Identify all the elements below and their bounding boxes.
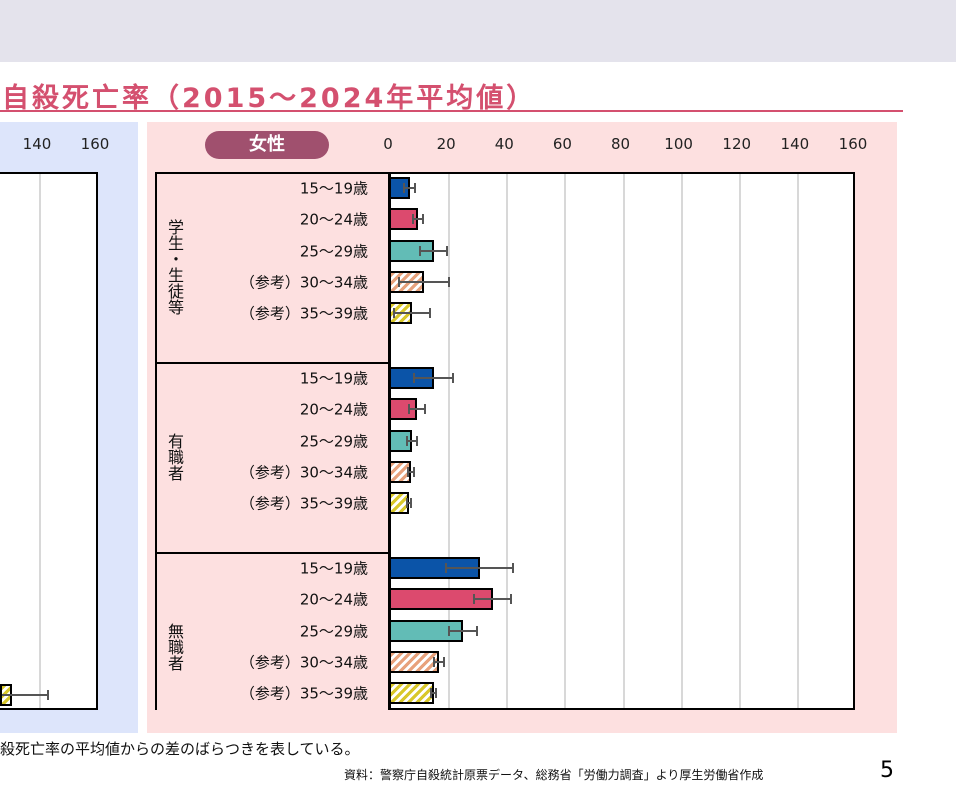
row-label: （参考）30～34歳 bbox=[239, 653, 368, 672]
error-cap bbox=[512, 563, 515, 573]
footnote: 殺死亡率の平均値からの差のばらつきを表している。 bbox=[0, 740, 360, 758]
error-bar bbox=[429, 692, 438, 695]
gridline bbox=[680, 174, 683, 708]
row-label: 25～29歳 bbox=[299, 432, 368, 451]
bar bbox=[389, 682, 434, 705]
error-cap bbox=[405, 435, 408, 446]
error-bar bbox=[413, 377, 454, 379]
error-cap bbox=[412, 466, 415, 477]
source-note: 資料：警察庁自殺統計原票データ、総務省「労働力調査」より厚生労働省作成 bbox=[344, 768, 764, 782]
error-cap bbox=[444, 563, 447, 573]
error-bar bbox=[433, 660, 445, 663]
error-bar bbox=[405, 502, 412, 505]
tick-label: 40 bbox=[494, 135, 514, 153]
error-cap bbox=[397, 276, 400, 287]
error-cap bbox=[415, 435, 418, 446]
error-bar bbox=[473, 598, 513, 601]
gridline bbox=[622, 174, 625, 708]
error-cap bbox=[408, 404, 411, 415]
tick-label: 140 bbox=[780, 135, 810, 153]
error-cap bbox=[407, 466, 410, 477]
row-label: 15～19歳 bbox=[299, 179, 368, 198]
gridline bbox=[506, 174, 509, 708]
row-label: 25～29歳 bbox=[299, 622, 368, 641]
error-bar bbox=[407, 470, 415, 473]
tick-label: 20 bbox=[436, 135, 456, 153]
gridline bbox=[796, 174, 799, 708]
error-bar bbox=[392, 312, 431, 315]
gridline bbox=[448, 174, 451, 708]
group-separator bbox=[155, 172, 388, 174]
error-cap bbox=[446, 245, 449, 256]
error-bar bbox=[397, 280, 450, 283]
title-underline bbox=[0, 110, 903, 112]
error-cap bbox=[47, 690, 49, 700]
tick-label: 160 bbox=[838, 135, 868, 153]
error-cap bbox=[433, 656, 435, 667]
error-cap bbox=[392, 308, 395, 319]
bar bbox=[389, 650, 439, 673]
page-title: 自殺死亡率（2015～2024年平均値） bbox=[2, 83, 537, 114]
row-label: （参考）35～39歳 bbox=[239, 684, 368, 703]
group-separator bbox=[155, 552, 388, 554]
error-cap bbox=[475, 625, 478, 636]
error-bar bbox=[411, 218, 425, 221]
tick-label: 100 bbox=[664, 135, 693, 153]
label-column-border bbox=[155, 172, 157, 710]
row-label: 15～19歳 bbox=[299, 369, 368, 388]
tick-label: 60 bbox=[552, 135, 572, 153]
row-label: （参考）30～34歳 bbox=[239, 273, 368, 292]
error-cap bbox=[510, 594, 513, 605]
error-cap bbox=[442, 656, 445, 667]
error-cap bbox=[429, 688, 432, 699]
group-separator bbox=[155, 362, 388, 364]
error-bar bbox=[2, 694, 48, 696]
error-bar bbox=[419, 249, 449, 252]
group-label: 学生・生徒等 bbox=[165, 219, 184, 315]
error-cap bbox=[419, 245, 422, 256]
tick-label: 120 bbox=[722, 135, 752, 153]
error-cap bbox=[405, 498, 408, 509]
row-label: 15～19歳 bbox=[299, 559, 368, 578]
row-label: 20～24歳 bbox=[299, 400, 368, 419]
error-cap bbox=[428, 308, 431, 319]
error-cap bbox=[403, 183, 406, 193]
error-bar bbox=[447, 629, 478, 632]
row-label: （参考）35～39歳 bbox=[239, 304, 368, 323]
left-tick-label: 160 bbox=[80, 135, 110, 153]
error-bar bbox=[403, 187, 417, 189]
error-cap bbox=[413, 373, 416, 383]
error-bar bbox=[408, 408, 426, 411]
female-badge: 女性 bbox=[205, 131, 329, 159]
error-bar bbox=[444, 567, 515, 569]
row-label: 25～29歳 bbox=[299, 242, 368, 261]
female-plot-area bbox=[388, 172, 855, 710]
row-label: 20～24歳 bbox=[299, 210, 368, 229]
error-cap bbox=[447, 625, 450, 636]
row-label: （参考）30～34歳 bbox=[239, 463, 368, 482]
error-cap bbox=[473, 594, 476, 605]
group-label: 無職者 bbox=[165, 623, 184, 671]
error-cap bbox=[411, 214, 414, 225]
left-tick-label: 140 bbox=[22, 135, 52, 153]
page-number: 5 bbox=[880, 758, 894, 783]
gridline bbox=[39, 174, 41, 708]
tick-label: 0 bbox=[383, 135, 393, 153]
tick-label: 80 bbox=[610, 135, 631, 153]
row-label: （参考）35～39歳 bbox=[239, 494, 368, 513]
male-plot-area bbox=[0, 172, 98, 710]
error-cap bbox=[451, 373, 454, 383]
gridline bbox=[564, 174, 567, 708]
error-cap bbox=[423, 404, 426, 415]
error-cap bbox=[435, 688, 438, 699]
row-label: 20～24歳 bbox=[299, 590, 368, 609]
group-label: 有職者 bbox=[165, 433, 184, 481]
gridline bbox=[738, 174, 741, 708]
top-band bbox=[0, 0, 956, 62]
error-cap bbox=[409, 498, 412, 509]
error-cap bbox=[447, 276, 450, 287]
error-bar bbox=[405, 439, 418, 442]
error-cap bbox=[414, 183, 417, 193]
error-cap bbox=[422, 214, 425, 225]
